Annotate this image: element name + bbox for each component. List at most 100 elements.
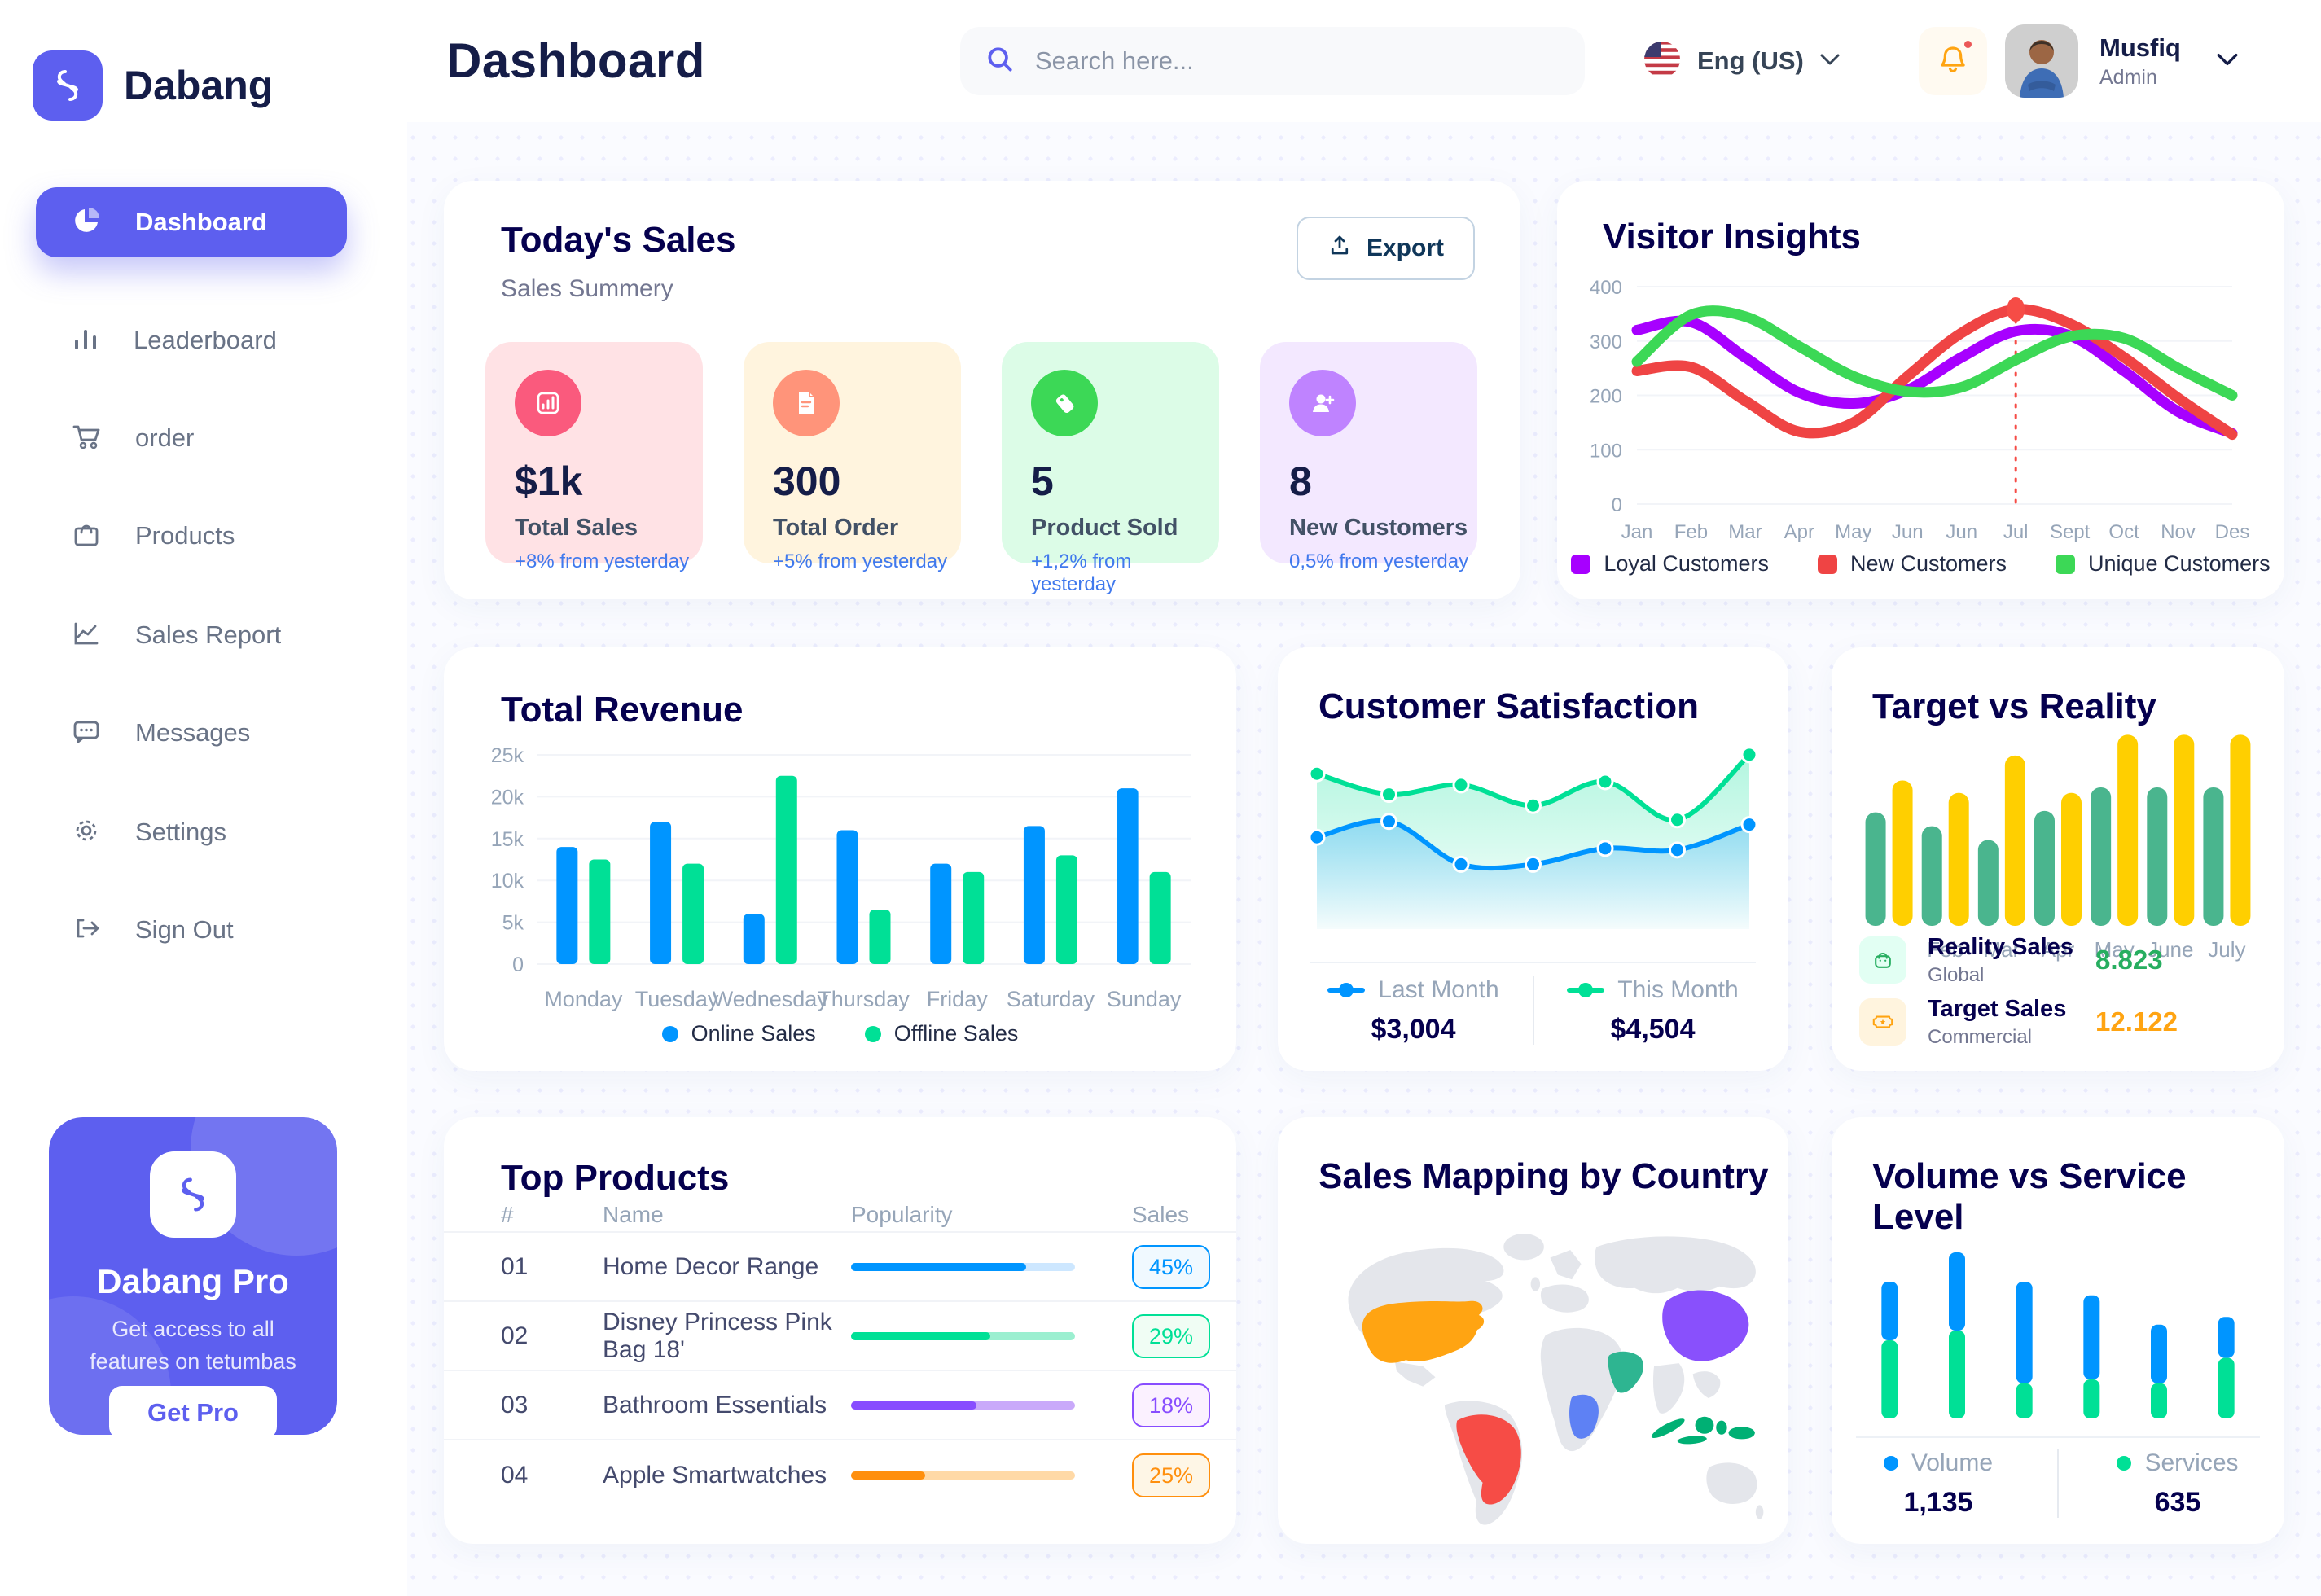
country-saudi-arabia	[1608, 1351, 1644, 1393]
total-revenue-legend: Online Sales Offline Sales	[444, 1021, 1236, 1046]
svg-text:Feb: Feb	[1674, 521, 1708, 543]
kpi-delta: +1,2% from yesterday	[1031, 550, 1132, 595]
country-democratic-republic-of-congo	[1569, 1394, 1599, 1439]
legend-value: 1,135	[1903, 1487, 1973, 1518]
notification-badge	[1962, 38, 1974, 50]
volume-vs-service-plot	[1881, 1252, 2235, 1418]
product-number: 02	[501, 1322, 529, 1349]
sign-out-icon	[70, 912, 103, 949]
legend-label: Unique Customers	[2088, 551, 2271, 576]
svg-text:Mar: Mar	[1983, 937, 2020, 962]
sidebar-item-label: Leaderboard	[134, 326, 277, 354]
sales-map-title: Sales Mapping by Country	[1318, 1156, 1769, 1196]
sidebar-item-messages[interactable]: Messages	[36, 702, 347, 764]
bell-icon	[1936, 42, 1970, 81]
visitor-insights-chart: 0 100 200 300 400 Jan Feb Mar Apr May Jun Jun Jul Sep…	[1577, 269, 2265, 554]
sidebar-item-settings[interactable]: Settings	[36, 801, 347, 863]
col-num: #	[501, 1202, 514, 1227]
country-united-states	[1362, 1300, 1485, 1363]
svg-text:May: May	[1835, 521, 1871, 543]
chevron-down-icon	[1820, 53, 1840, 70]
visitor-insights-title: Visitor Insights	[1603, 217, 1862, 256]
sales-badge: 45%	[1132, 1244, 1210, 1289]
customer-satisfaction-card: Customer Satisfaction Last Month $3,004 …	[1278, 647, 1788, 1071]
popularity-bar	[851, 1401, 1075, 1410]
sidebar-item-label: Messages	[135, 718, 251, 747]
search-input[interactable]	[1035, 46, 1524, 76]
svg-text:15k: 15k	[491, 828, 524, 851]
profile-menu[interactable]: Musfiq Admin	[2005, 24, 2238, 98]
language-selector[interactable]: Eng (US)	[1643, 0, 1840, 122]
sidebar-item-dashboard[interactable]: Dashboard	[36, 187, 347, 257]
kpi-tag-icon	[1031, 370, 1098, 436]
svg-text:Apr: Apr	[2042, 937, 2075, 962]
customer-satisfaction-title: Customer Satisfaction	[1318, 686, 1699, 726]
legend-value: $3,004	[1371, 1014, 1456, 1045]
export-button[interactable]: Export	[1296, 217, 1475, 280]
sidebar-item-products[interactable]: Products	[36, 505, 347, 567]
kpi-label: New Customers	[1289, 515, 1468, 541]
sidebar-item-leaderboard[interactable]: Leaderboard	[36, 309, 347, 371]
svg-text:Jan: Jan	[1621, 521, 1653, 543]
table-row: 03 Bathroom Essentials 18%	[444, 1371, 1236, 1440]
legend-marker	[1817, 554, 1837, 574]
sidebar-item-label: Sales Report	[135, 620, 282, 649]
sidebar-item-label: Settings	[135, 818, 227, 846]
svg-text:Thursday: Thursday	[818, 987, 910, 1011]
sidebar-item-sign-out[interactable]: Sign Out	[36, 899, 347, 961]
avatar	[2005, 24, 2078, 98]
legend-item: Loyal Customers	[1571, 551, 1769, 577]
svg-text:July: July	[2208, 937, 2245, 962]
this-month-marker	[1567, 988, 1605, 993]
volume-vs-service-card: Volume vs Service Level Volume 1,135 Ser…	[1832, 1117, 2284, 1544]
legend-label: Reality Sales	[1928, 933, 2073, 960]
legend-label: Target Sales	[1928, 995, 2067, 1022]
kpi-user-plus-icon	[1289, 370, 1356, 436]
top-products-card: Top Products # Name Popularity Sales 01 H…	[444, 1117, 1236, 1544]
svg-text:Oct: Oct	[2108, 521, 2139, 543]
legend-label: Online Sales	[691, 1021, 816, 1046]
sidebar: Dabang Dashboard Leaderboard order Produ…	[0, 0, 407, 1596]
last-month-marker	[1327, 988, 1366, 993]
language-label: Eng (US)	[1697, 46, 1804, 75]
search-box[interactable]	[960, 27, 1585, 95]
volume-vs-service-title: Volume vs Service Level	[1872, 1156, 2187, 1237]
legend-label: Loyal Customers	[1604, 551, 1769, 576]
kpi-total-sales: $1k Total Sales +8% from yesterday	[485, 342, 703, 572]
svg-text:Jun: Jun	[1946, 521, 1977, 543]
legend-value: 635	[2154, 1487, 2201, 1518]
svg-text:Sunday: Sunday	[1107, 987, 1182, 1011]
table-row: 04 Apple Smartwatches 25%	[444, 1440, 1236, 1510]
notifications-button[interactable]	[1919, 27, 1987, 95]
sidebar-item-sales-report[interactable]: Sales Report	[36, 604, 347, 666]
customer-satisfaction-legend: Last Month $3,004 This Month $4,504	[1278, 976, 1788, 1046]
get-pro-button[interactable]: Get Pro	[109, 1386, 277, 1435]
product-number: 01	[501, 1252, 529, 1280]
col-sales: Sales	[1132, 1202, 1190, 1227]
legend-item: Unique Customers	[2056, 551, 2271, 577]
sidebar-item-label: Sign Out	[135, 915, 234, 944]
kpi-product-sold: 5 Product Sold +1,2% from yesterday	[1002, 342, 1219, 595]
svg-text:Feb: Feb	[1927, 937, 1963, 962]
total-revenue-plot: 0 5k 10k 15k 20k 25k Monday TuesdayWednesdayThu…	[491, 744, 1191, 1011]
kpi-delta: 0,5% from yesterday	[1289, 550, 1469, 572]
svg-text:300: 300	[1590, 331, 1622, 353]
target-sales-legend-row: Target Sales Commercial 12.122	[1859, 995, 2178, 1048]
top-products-title: Top Products	[501, 1158, 730, 1198]
kpi-value: 8	[1289, 458, 1312, 504]
line-chart-icon	[70, 617, 103, 654]
legend-marker	[661, 1025, 678, 1042]
profile-chevron-icon	[2217, 52, 2238, 71]
bar-chart-icon	[70, 323, 101, 358]
country-brazil	[1456, 1414, 1521, 1505]
visitor-insights-plot: 0 100 200 300 400 Jan Feb Mar Apr May Jun Jun Jul Sep…	[1590, 277, 2249, 543]
ticket-icon	[1859, 998, 1906, 1046]
sidebar-item-order[interactable]: order	[36, 407, 347, 469]
table-header: # Name Popularity Sales	[444, 1199, 1236, 1233]
col-name: Name	[603, 1202, 664, 1227]
svg-text:400: 400	[1590, 277, 1622, 299]
popularity-bar	[851, 1331, 1075, 1340]
sales-badge: 29%	[1132, 1313, 1210, 1358]
total-revenue-chart: 0 5k 10k 15k 20k 25k Monday Tuesday Wednesday Thu…	[476, 743, 1204, 1020]
